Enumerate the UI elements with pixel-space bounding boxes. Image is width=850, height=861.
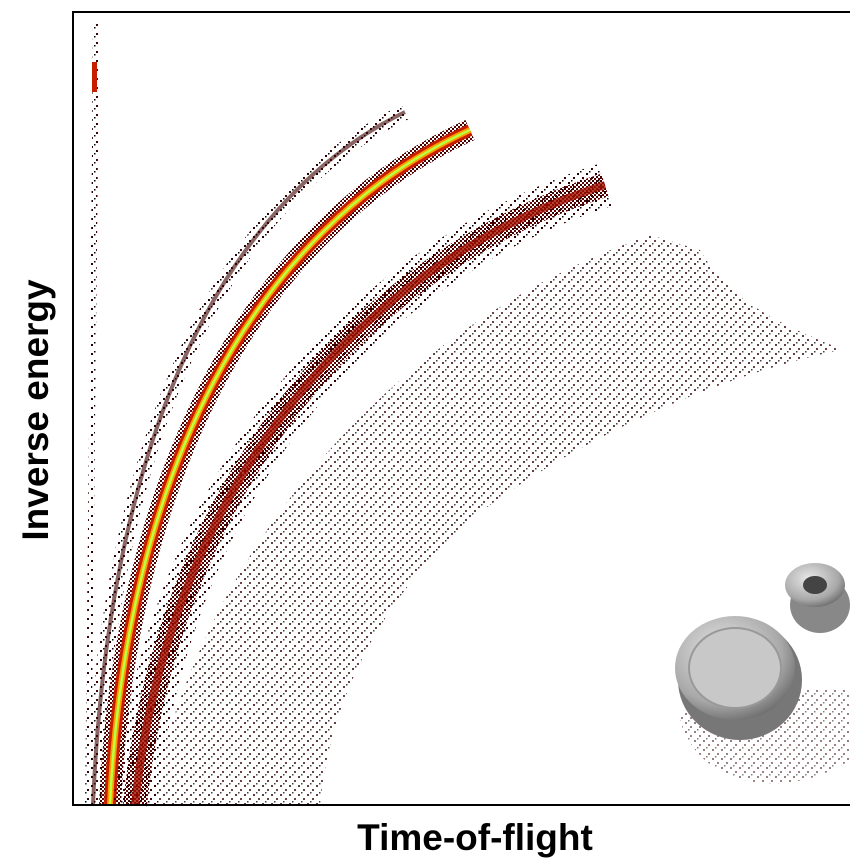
band xyxy=(131,181,607,806)
x-axis-label: Time-of-flight xyxy=(357,817,593,858)
y-axis-label: Inverse energy xyxy=(15,279,56,541)
band xyxy=(108,128,471,806)
scatter-cloud xyxy=(150,235,840,805)
plot-area xyxy=(72,11,850,808)
detector-photo xyxy=(675,563,850,784)
band xyxy=(92,62,97,92)
band xyxy=(91,110,406,806)
plot-frame xyxy=(72,11,850,806)
